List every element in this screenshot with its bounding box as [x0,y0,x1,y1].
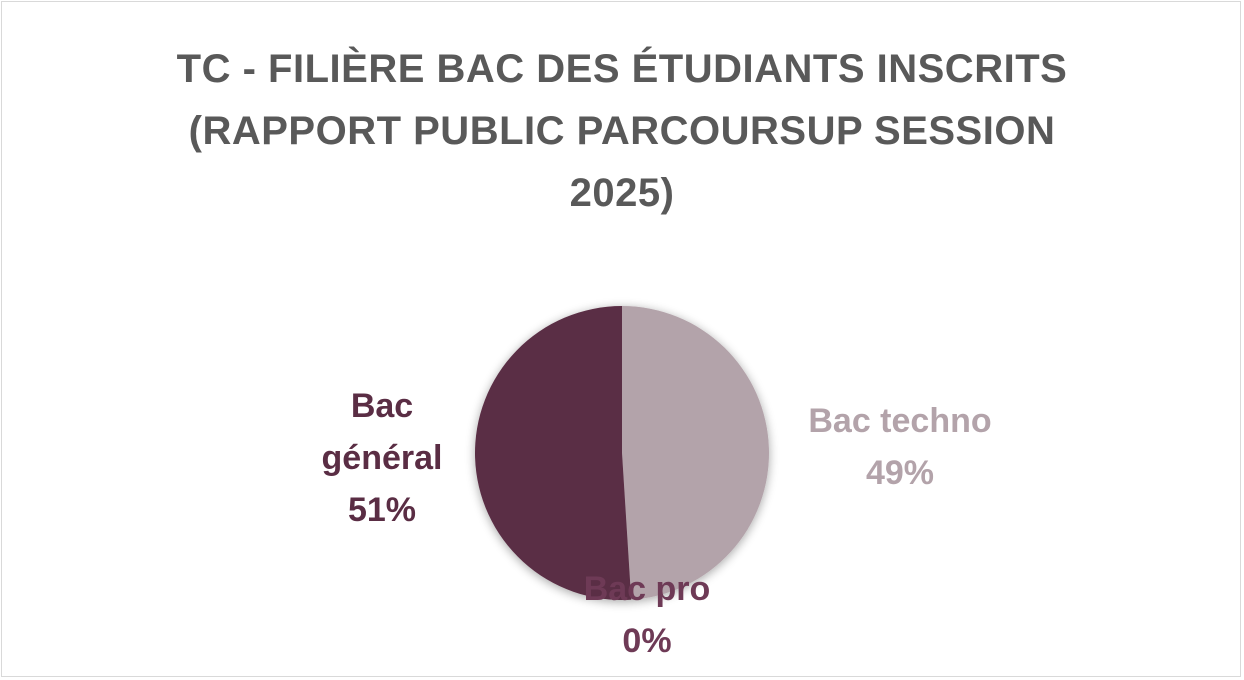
chart-title-line: 2025) [569,171,675,215]
chart-title: TC - FILIÈRE BAC DES ÉTUDIANTS INSCRITS … [0,38,1244,224]
slice-name: Bac techno [808,402,992,440]
slice-percent: 0% [622,622,672,660]
slice-name: Bac pro [583,570,711,608]
pie-slice-bac-général [474,306,632,600]
label-bac-general: Bac général 51% [292,380,472,536]
pie-slice-bac-techno [622,306,769,600]
chart-title-line: (RAPPORT PUBLIC PARCOURSUP SESSION [188,109,1056,153]
slice-name-line: Bac [350,387,414,425]
label-bac-pro: Bac pro 0% [547,563,747,667]
slice-percent: 49% [865,454,935,492]
chart-title-line: TC - FILIÈRE BAC DES ÉTUDIANTS INSCRITS [176,47,1068,91]
slice-percent: 51% [347,491,417,529]
slice-name-line: général [321,439,443,477]
label-bac-techno: Bac techno 49% [780,395,1020,499]
